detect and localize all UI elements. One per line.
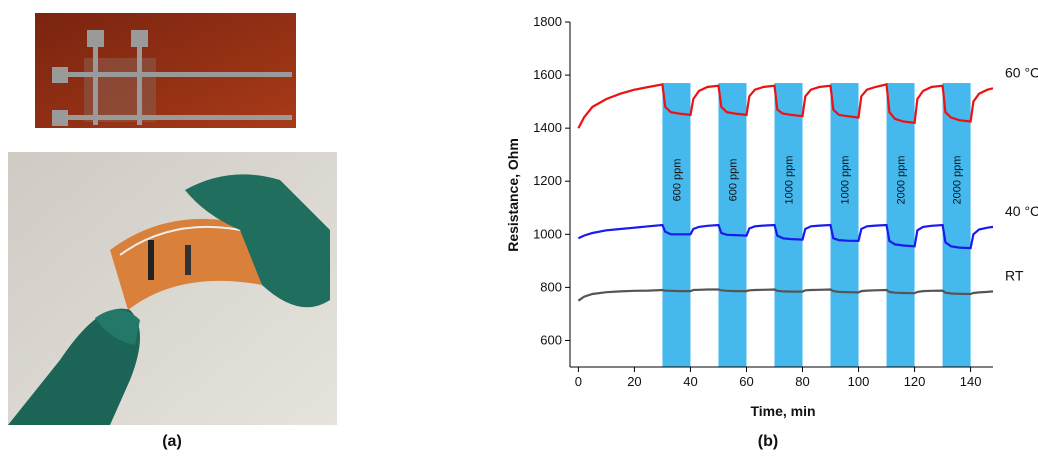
exposure-label: 600 ppm <box>727 159 739 202</box>
x-tick-label: 20 <box>627 374 641 389</box>
series-label: RT <box>1005 267 1024 283</box>
exposure-band <box>718 83 746 367</box>
exposure-band <box>887 83 915 367</box>
x-tick-label: 40 <box>683 374 697 389</box>
x-tick-label: 60 <box>739 374 753 389</box>
series-label: 40 °C <box>1005 203 1038 219</box>
figure: (a) (b) Time, min Resistance, Ohm 600 pp… <box>0 0 1038 461</box>
exposure-label: 1000 ppm <box>784 156 796 205</box>
exposure-label: 2000 ppm <box>896 156 908 205</box>
y-axis-title: Resistance, Ohm <box>505 138 521 252</box>
exposure-label: 600 ppm <box>671 159 683 202</box>
y-tick-label: 1000 <box>533 226 562 241</box>
x-axis-title: Time, min <box>750 403 815 419</box>
x-tick-label: 80 <box>795 374 809 389</box>
x-tick-label: 0 <box>575 374 582 389</box>
series-label: 60 °C <box>1005 64 1038 80</box>
photo-flexible-sensor <box>8 152 337 425</box>
y-tick-label: 1200 <box>533 173 562 188</box>
photo-sensor-chip <box>35 13 296 128</box>
y-tick-label: 600 <box>540 332 562 347</box>
exposure-label: 2000 ppm <box>952 156 964 205</box>
x-tick-label: 120 <box>904 374 926 389</box>
panel-label: (a) <box>162 433 182 450</box>
x-tick-label: 140 <box>960 374 982 389</box>
y-tick-label: 1800 <box>533 14 562 29</box>
exposure-band <box>662 83 690 367</box>
exposure-band <box>831 83 859 367</box>
y-tick-label: 1400 <box>533 120 562 135</box>
y-tick-label: 1600 <box>533 67 562 82</box>
panel-label: (b) <box>758 433 778 450</box>
exposure-band <box>943 83 971 367</box>
y-tick-label: 800 <box>540 279 562 294</box>
exposure-band <box>774 83 802 367</box>
x-tick-label: 100 <box>848 374 870 389</box>
exposure-label: 1000 ppm <box>840 156 852 205</box>
